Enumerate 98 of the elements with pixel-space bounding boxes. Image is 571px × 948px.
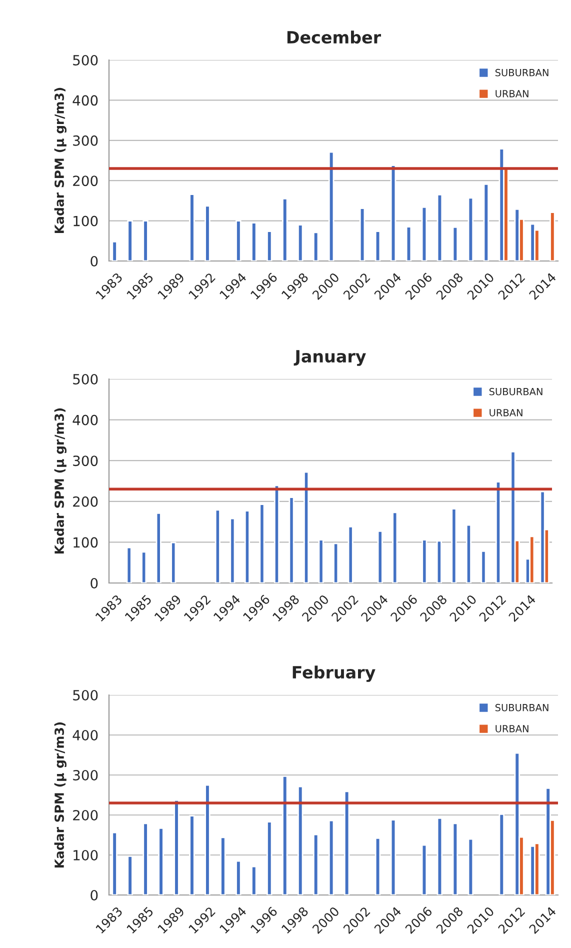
y-tick-label: 200 — [73, 176, 98, 186]
bar — [348, 526, 354, 583]
bar — [298, 786, 304, 895]
bar — [374, 230, 381, 261]
bar — [298, 224, 304, 261]
bar — [328, 820, 334, 895]
legend-label: SUBURBAN — [489, 388, 542, 396]
y-tick-label: 400 — [72, 414, 98, 426]
bar — [359, 208, 366, 261]
bar — [498, 814, 505, 895]
bar — [142, 220, 148, 261]
bar — [495, 481, 502, 583]
bar — [468, 197, 474, 261]
bar — [266, 230, 272, 261]
bar — [466, 524, 472, 583]
bar — [344, 790, 350, 895]
bar — [112, 241, 118, 261]
y-tick-label: 300 — [73, 770, 98, 780]
legend-label: URBAN — [496, 725, 528, 732]
bar — [550, 212, 556, 261]
y-axis-title: Kadar SPM (μ gr/m3) — [54, 722, 67, 868]
bar — [220, 836, 226, 895]
y-axis-title: Kadar SPM (μ gr/m3) — [54, 408, 67, 554]
bar — [189, 194, 195, 261]
bar — [174, 800, 180, 895]
bar — [127, 856, 133, 895]
chart-title: December — [287, 30, 382, 44]
bar — [480, 550, 486, 583]
legend-label: SUBURBAN — [495, 704, 548, 712]
y-tick-label: 300 — [73, 456, 98, 466]
y-tick-label: 200 — [73, 496, 98, 507]
legend-label: URBAN — [490, 409, 522, 416]
y-tick-label: 400 — [72, 95, 98, 106]
bar — [282, 198, 288, 261]
bar — [406, 226, 412, 261]
bar — [468, 838, 474, 895]
bar — [436, 818, 443, 895]
bar — [304, 471, 310, 583]
bar — [421, 206, 428, 261]
bar — [230, 518, 236, 583]
legend-label: SUBURBAN — [495, 68, 548, 76]
chart-title: February — [292, 666, 376, 682]
y-tick-label: 0 — [90, 256, 98, 266]
bar — [312, 834, 319, 895]
bar — [318, 539, 324, 583]
bar — [214, 509, 220, 583]
bar — [374, 838, 381, 895]
bar — [452, 822, 458, 895]
bar — [204, 784, 210, 895]
bar — [112, 832, 118, 895]
bar — [251, 222, 257, 261]
bar — [312, 232, 319, 261]
y-tick-label: 100 — [74, 850, 98, 860]
y-tick-label: 500 — [73, 54, 98, 66]
bar — [156, 512, 162, 583]
bar — [333, 542, 339, 583]
bar — [328, 151, 334, 261]
bar — [436, 194, 443, 261]
bar — [170, 542, 176, 583]
legend-label: URBAN — [496, 90, 528, 98]
bar — [251, 866, 257, 895]
bar — [236, 220, 242, 261]
bar — [204, 205, 210, 261]
bar — [127, 220, 133, 261]
bar — [288, 496, 294, 583]
bar — [236, 860, 242, 895]
bar — [452, 226, 458, 261]
y-tick-label: 500 — [73, 690, 98, 700]
bar — [421, 844, 428, 895]
bar — [436, 540, 442, 583]
bar — [390, 164, 396, 261]
bar — [390, 819, 396, 895]
bar — [392, 512, 398, 583]
bar — [189, 815, 195, 895]
bar — [259, 504, 265, 583]
bar — [142, 822, 148, 895]
y-tick-label: 300 — [73, 135, 98, 146]
bar — [244, 510, 250, 583]
y-tick-label: 0 — [90, 578, 98, 588]
bar — [422, 539, 428, 583]
bar — [377, 530, 383, 583]
bar — [266, 821, 272, 895]
y-tick-label: 400 — [72, 730, 98, 740]
y-tick-label: 500 — [73, 374, 98, 384]
bar — [274, 484, 280, 583]
bar — [282, 776, 288, 895]
y-tick-label: 0 — [90, 890, 98, 900]
y-tick-label: 200 — [73, 810, 98, 820]
bar — [451, 508, 457, 583]
bar — [483, 184, 490, 261]
bar — [158, 828, 164, 895]
y-tick-label: 100 — [74, 216, 98, 226]
chart-title: January — [294, 350, 366, 366]
bar — [126, 546, 132, 583]
bar — [141, 551, 147, 583]
y-axis-title: Kadar SPM (μ gr/m3) — [54, 88, 67, 234]
y-tick-label: 100 — [74, 537, 98, 548]
bar — [529, 536, 535, 583]
